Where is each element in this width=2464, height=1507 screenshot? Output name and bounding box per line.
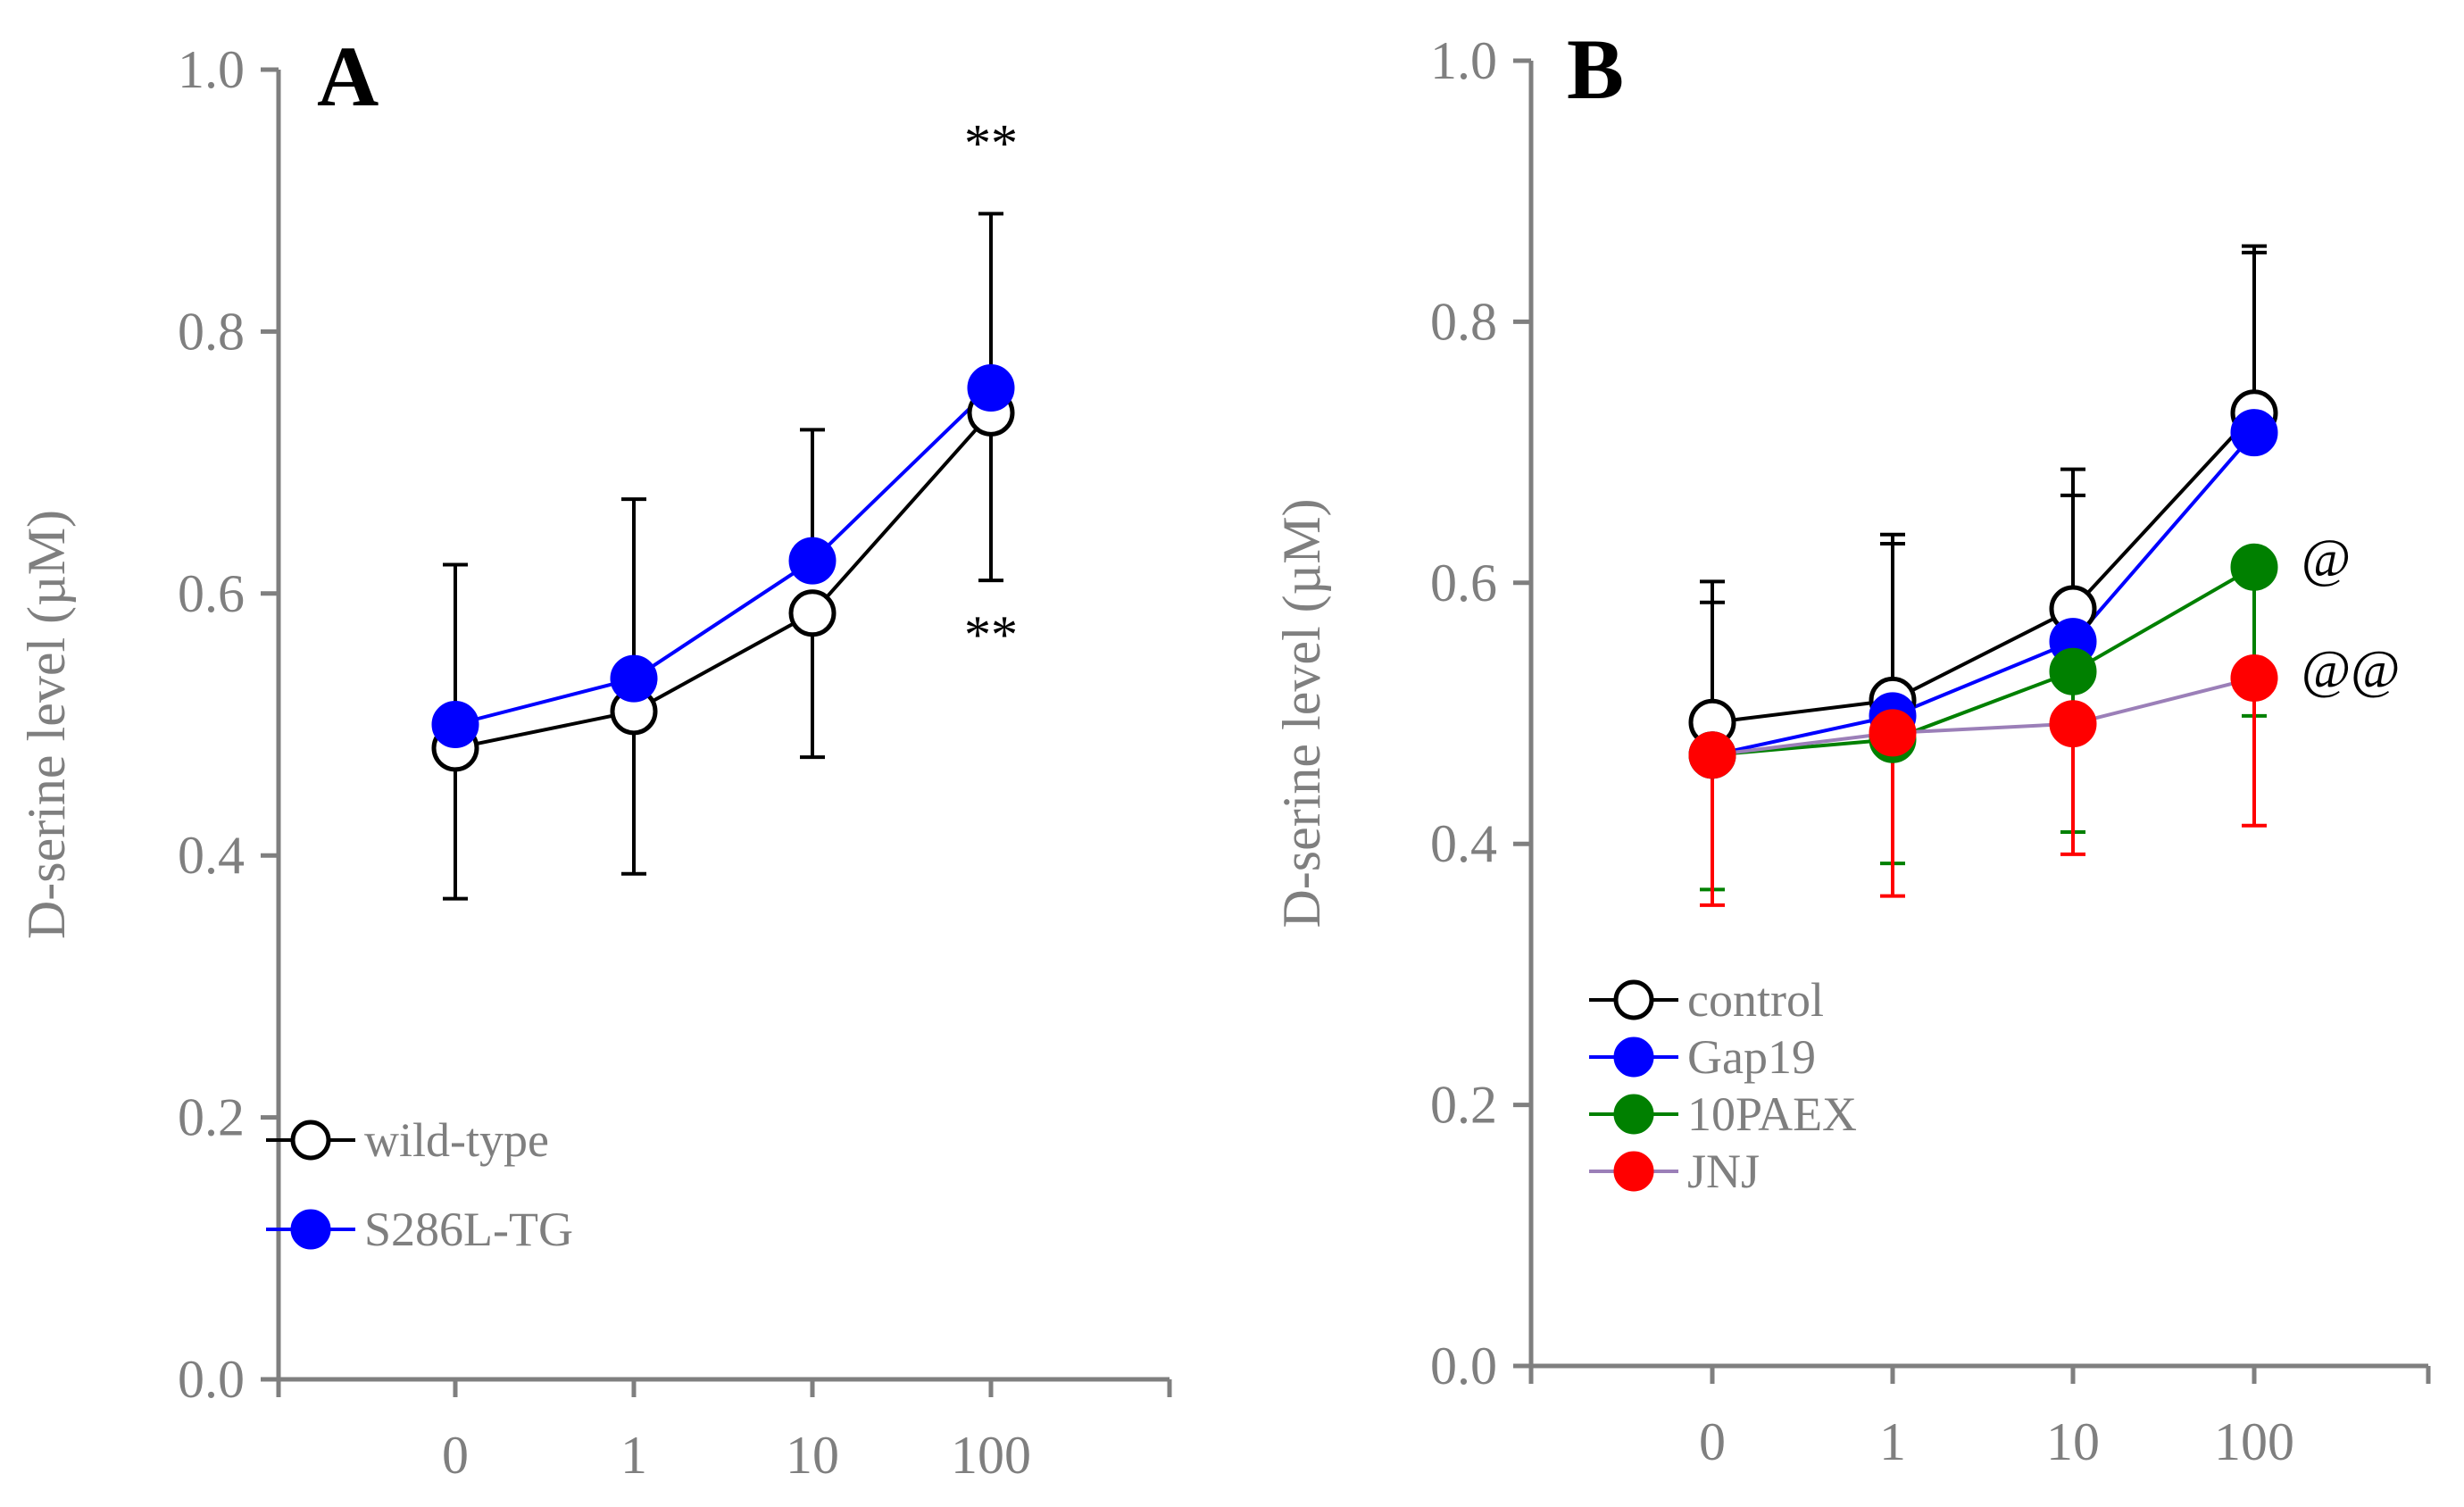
data-point xyxy=(2049,647,2097,695)
legend-label: wild-type xyxy=(364,1113,549,1167)
y-tick-label: 0.2 xyxy=(1430,1076,1497,1135)
legend-marker xyxy=(290,1120,331,1161)
significance-annotation: @@ xyxy=(2302,640,2401,699)
y-tick-label: 0.0 xyxy=(178,1350,245,1409)
data-point xyxy=(2230,543,2278,591)
significance-annotation: ** xyxy=(964,605,1018,664)
significance-annotation: ** xyxy=(964,114,1018,173)
x-tick-label: 100 xyxy=(2214,1412,2294,1471)
legend-label: 10PAEX xyxy=(1687,1087,1857,1141)
y-tick-label: 1.0 xyxy=(1430,31,1497,90)
panel-b-chart: 0.0 0.2 0.4 0.6 0.8 1.0 0 1 10 100 D-serine level … xyxy=(1272,21,2431,1471)
y-tick-label: 0.4 xyxy=(1430,814,1497,873)
legend-marker xyxy=(290,1209,331,1250)
x-tick-label: 0 xyxy=(1699,1412,1726,1471)
legend-marker xyxy=(1613,1151,1654,1192)
panel-a-chart: 0.0 0.2 0.4 0.6 0.8 1.0 0 1 10 100 D-serine level … xyxy=(17,29,1172,1485)
data-point xyxy=(2049,700,2097,748)
y-tick-label: 0.4 xyxy=(178,826,245,885)
series-line-S286L-TG xyxy=(454,387,993,727)
y-tick-label: 0.6 xyxy=(1430,554,1497,612)
data-point xyxy=(1869,709,1917,757)
data-point xyxy=(967,363,1015,412)
x-tick-label: 0 xyxy=(442,1426,469,1485)
series-line-control xyxy=(1711,412,2256,725)
x-tick-label: 10 xyxy=(786,1426,839,1485)
series-line-JNJ xyxy=(1711,676,2255,757)
y-tick-label: 0.8 xyxy=(1430,292,1497,351)
y-tick-label: 1.0 xyxy=(178,40,245,99)
legend-label: S286L-TG xyxy=(364,1203,573,1256)
legend-marker xyxy=(1613,1094,1654,1135)
legend-label: Gap19 xyxy=(1687,1030,1816,1084)
data-point xyxy=(788,537,837,585)
data-point xyxy=(2230,654,2278,703)
x-tick-label: 100 xyxy=(951,1426,1031,1485)
data-point xyxy=(2230,409,2278,457)
legend-label: JNJ xyxy=(1687,1145,1760,1198)
significance-annotation: @ xyxy=(2302,529,2351,587)
data-point xyxy=(610,654,658,703)
panel-label: B xyxy=(1567,21,1624,117)
legend-marker xyxy=(1613,1037,1654,1078)
y-tick-label: 0.8 xyxy=(178,302,245,361)
data-point xyxy=(431,701,479,748)
legend-marker xyxy=(1613,979,1654,1020)
series-line-10PAEX xyxy=(1711,565,2255,757)
y-tick-label: 0.2 xyxy=(178,1088,245,1147)
y-axis-title: D-serine level (µM) xyxy=(17,510,76,939)
y-tick-label: 0.0 xyxy=(1430,1336,1497,1395)
panel-label: A xyxy=(317,29,379,124)
x-tick-label: 1 xyxy=(1879,1412,1906,1471)
data-point xyxy=(1688,731,1736,779)
x-tick-label: 1 xyxy=(620,1426,647,1485)
x-tick-label: 10 xyxy=(2046,1412,2100,1471)
y-tick-label: 0.6 xyxy=(178,564,245,623)
series-line-Gap19 xyxy=(1711,431,2256,757)
data-point xyxy=(788,589,837,637)
series-line-wild-type xyxy=(454,412,993,750)
y-axis-title: D-serine level (µM) xyxy=(1272,498,1331,928)
legend-label: control xyxy=(1687,973,1824,1027)
